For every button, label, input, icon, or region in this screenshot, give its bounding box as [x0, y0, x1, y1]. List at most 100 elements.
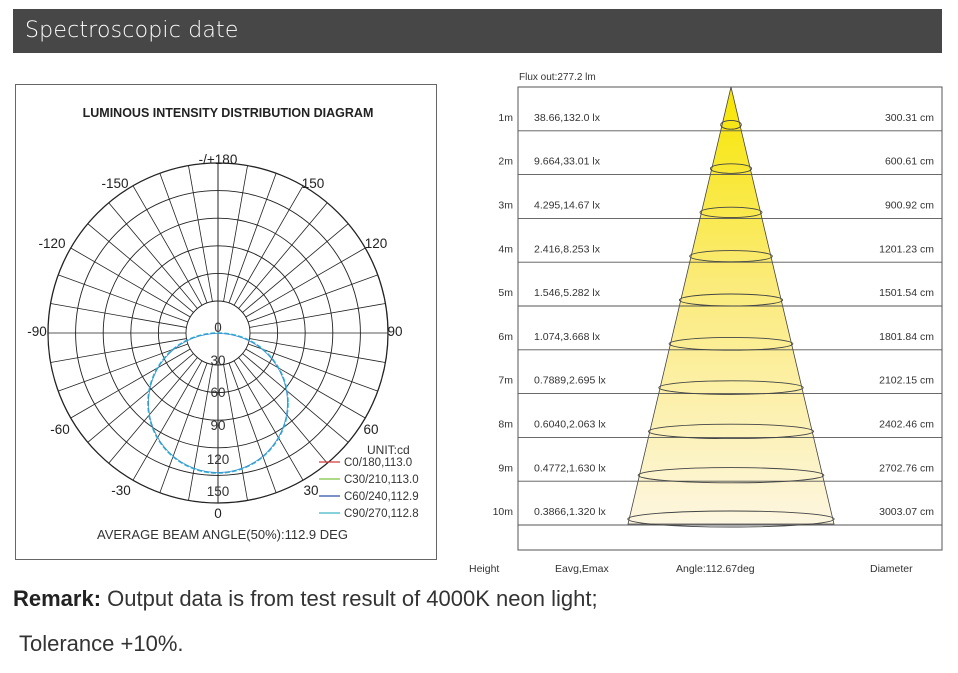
- row-height-label: 10m: [493, 506, 514, 518]
- row-height-label: 1m: [498, 112, 513, 124]
- polar-spoke: [228, 173, 277, 304]
- polar-spoke: [70, 348, 191, 419]
- row-diameter: 1201.23 cm: [879, 243, 934, 255]
- polar-spoke: [223, 165, 248, 302]
- polar-spoke: [159, 173, 208, 304]
- polar-spoke: [242, 353, 349, 443]
- row-illuminance: 2.416,8.253 lx: [534, 243, 601, 255]
- legend-label: C60/240,112.9: [344, 491, 419, 503]
- polar-radial-label: 60: [210, 385, 225, 400]
- row-illuminance: 0.6040,2.063 lx: [534, 419, 607, 431]
- polar-spoke: [50, 338, 187, 363]
- row-diameter: 1801.84 cm: [879, 331, 934, 343]
- cone-slice-ellipse: [647, 423, 815, 440]
- polar-spoke: [249, 303, 386, 328]
- polar-radial-labels: 0 30 60 90 120 150: [207, 320, 230, 499]
- row-illuminance: 0.7889,2.695 lx: [534, 375, 607, 387]
- row-height-label: 7m: [498, 375, 513, 387]
- polar-spoke: [249, 338, 386, 363]
- row-illuminance: 0.3866,1.320 lx: [534, 506, 607, 518]
- polar-angle-label: 0: [214, 506, 222, 521]
- polar-spoke: [188, 165, 213, 302]
- flux-out-label: Flux out:277.2 lm: [519, 72, 596, 83]
- polar-spoke: [245, 247, 366, 318]
- polar-spoke: [108, 202, 198, 309]
- polar-angle-label: -90: [27, 324, 47, 339]
- row-diameter: 2102.15 cm: [879, 375, 934, 387]
- polar-spoke: [242, 223, 349, 313]
- row-height-label: 2m: [498, 156, 513, 168]
- cone-rows: 1m 38.66,132.0 lx 300.31 cm 2m 9.664,33.01 l…: [493, 112, 942, 528]
- row-illuminance: 4.295,14.67 lx: [534, 200, 601, 212]
- footer-eavg-label: Eavg,Emax: [555, 563, 609, 575]
- row-diameter: 600.61 cm: [885, 156, 934, 168]
- row-height-label: 6m: [498, 331, 513, 343]
- polar-spoke: [223, 364, 248, 501]
- polar-radial-label: 150: [207, 484, 230, 499]
- cone-slice-ellipse: [699, 206, 763, 219]
- row-illuminance: 1.546,5.282 lx: [534, 287, 601, 299]
- row-illuminance: 9.664,33.01 lx: [534, 156, 601, 168]
- cone-slice-ellipse: [658, 380, 804, 395]
- footer-angle-label: Angle:112.67deg: [676, 563, 755, 575]
- tolerance-text: Tolerance +10%.: [19, 631, 184, 656]
- row-diameter: 1501.54 cm: [879, 287, 934, 299]
- polar-intensity-diagram: LUMINOUS INTENSITY DISTRIBUTION DIAGRAM …: [27, 106, 419, 542]
- polar-spoke: [233, 185, 304, 306]
- remark-label: Remark:: [13, 586, 102, 611]
- polar-angle-label: 30: [303, 483, 318, 498]
- row-illuminance: 1.074,3.668 lx: [534, 331, 601, 343]
- row-height-label: 3m: [498, 200, 513, 212]
- polar-spoke: [238, 202, 328, 309]
- polar-spoke: [87, 223, 194, 313]
- legend-label: C90/270,112.8: [344, 508, 419, 520]
- polar-radial-label: 90: [210, 418, 225, 433]
- beam-cone: [627, 86, 835, 525]
- polar-spoke: [132, 360, 203, 481]
- intensity-curve-c90: [147, 332, 289, 474]
- row-height-label: 8m: [498, 419, 513, 431]
- polar-spoke: [87, 353, 194, 443]
- polar-spoke: [58, 274, 189, 323]
- beam-angle-label: AVERAGE BEAM ANGLE(50%):112.9 DEG: [97, 527, 348, 542]
- cone-slice-ellipse: [627, 510, 835, 528]
- row-diameter: 900.92 cm: [885, 200, 934, 212]
- remark-line: Remark: Output data is from test result …: [13, 586, 598, 612]
- row-diameter: 2702.76 cm: [879, 462, 934, 474]
- polar-diagram-frame: [15, 84, 437, 560]
- polar-spoke: [247, 343, 378, 392]
- polar-angle-label: 90: [387, 324, 402, 339]
- polar-angle-label: -150: [101, 176, 128, 191]
- polar-angle-label: -60: [50, 422, 70, 437]
- remark-text: Output data is from test result of 4000K…: [101, 586, 598, 611]
- polar-legend: C0/180,113.0 C30/210,113.0 C60/240,112.9 C9…: [319, 457, 419, 520]
- cone-slice-ellipse: [668, 336, 794, 351]
- row-diameter: 300.31 cm: [885, 112, 934, 124]
- polar-title: LUMINOUS INTENSITY DISTRIBUTION DIAGRAM: [83, 106, 374, 120]
- cone-slice-ellipse: [709, 163, 753, 174]
- footer-diameter-label: Diameter: [870, 563, 913, 575]
- row-diameter: 3003.07 cm: [879, 506, 934, 518]
- polar-spoke: [159, 362, 208, 493]
- polar-angle-labels: -/+180 -150 150 -120 120 -90 90 -60 60 -30 30 0: [27, 152, 402, 521]
- polar-spoke: [188, 364, 213, 501]
- polar-spoke: [245, 348, 366, 419]
- polar-spoke: [108, 357, 198, 464]
- row-illuminance: 38.66,132.0 lx: [534, 112, 601, 124]
- legend-label: C0/180,113.0: [344, 457, 412, 469]
- polar-curves: [147, 332, 289, 474]
- cone-slice-ellipse: [689, 250, 773, 263]
- cone-chart-frame: [517, 86, 943, 551]
- page-title: Spectroscopic date: [25, 18, 239, 43]
- intensity-curve-c0: [148, 333, 288, 473]
- row-diameter: 2402.46 cm: [879, 419, 934, 431]
- row-height-label: 5m: [498, 287, 513, 299]
- cone-slice-ellipse: [678, 293, 784, 307]
- polar-grid: [47, 162, 389, 504]
- polar-angle-label: -/+180: [199, 152, 238, 167]
- polar-unit: UNIT:cd: [367, 443, 410, 457]
- polar-spoke: [233, 360, 304, 481]
- polar-radial-label: 0: [214, 320, 222, 335]
- header-bar: [13, 9, 942, 53]
- polar-spoke: [70, 247, 191, 318]
